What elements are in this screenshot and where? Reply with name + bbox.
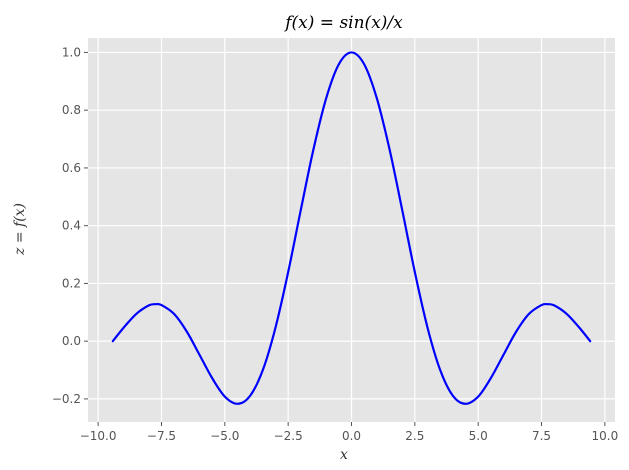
y-tick-label: −0.2 bbox=[52, 392, 81, 406]
y-tick-label: 0.8 bbox=[62, 103, 81, 117]
x-tick-label: −7.5 bbox=[147, 429, 176, 443]
y-ticks: −0.2 0.0 0.2 0.4 0.6 0.8 1.0 bbox=[52, 45, 88, 406]
y-tick-label: 0.0 bbox=[62, 334, 81, 348]
x-tick-label: 2.5 bbox=[405, 429, 424, 443]
x-tick-label: 5.0 bbox=[469, 429, 488, 443]
y-tick-label: 1.0 bbox=[62, 45, 81, 59]
series-line bbox=[111, 51, 592, 405]
y-tick-label: 0.6 bbox=[62, 161, 81, 175]
x-tick-label: −10.0 bbox=[80, 429, 117, 443]
grid bbox=[88, 38, 615, 422]
x-tick-label: 0.0 bbox=[342, 429, 361, 443]
x-tick-label: −2.5 bbox=[274, 429, 303, 443]
series-layer bbox=[111, 51, 592, 405]
x-tick-label: −5.0 bbox=[210, 429, 239, 443]
x-tick-label: 10.0 bbox=[592, 429, 619, 443]
x-ticks: −10.0 −7.5 −5.0 −2.5 0.0 2.5 5.0 7.5 10.0 bbox=[80, 422, 618, 443]
y-tick-label: 0.2 bbox=[62, 276, 81, 290]
x-tick-label: 7.5 bbox=[532, 429, 551, 443]
chart-title: f(x) = sin(x)/x bbox=[283, 13, 403, 33]
y-axis-label: z = f(x) bbox=[12, 203, 28, 256]
x-axis-label: x bbox=[340, 447, 348, 463]
y-tick-label: 0.4 bbox=[62, 219, 81, 233]
